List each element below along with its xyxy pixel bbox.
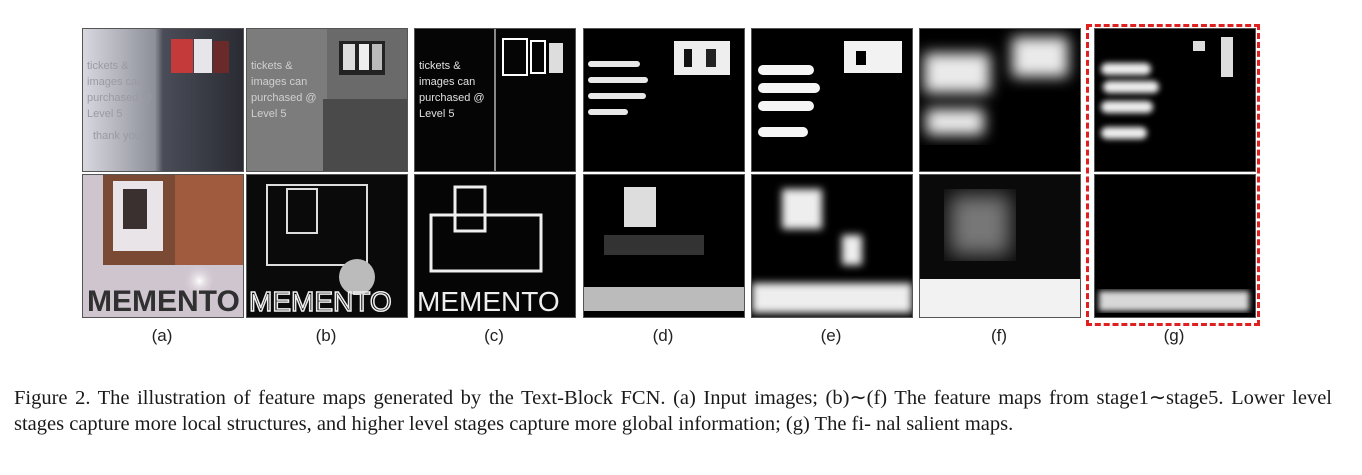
svg-text:Level 5: Level 5 bbox=[87, 108, 122, 120]
svg-text:purchased @: purchased @ bbox=[419, 92, 485, 104]
svg-text:images can: images can bbox=[419, 76, 475, 88]
label-a: (a) bbox=[151, 326, 173, 345]
svg-text:Level 5: Level 5 bbox=[419, 108, 454, 120]
svg-text:tickets &: tickets & bbox=[87, 60, 129, 72]
label-b: (b) bbox=[315, 326, 337, 345]
label-g: (g) bbox=[1163, 326, 1185, 345]
row2-stage5-map bbox=[919, 174, 1081, 318]
svg-text:MEMENTO: MEMENTO bbox=[417, 286, 560, 317]
row2-input-image: MEMENTO bbox=[82, 174, 244, 318]
row1-stage5-map bbox=[919, 28, 1081, 172]
svg-text:tickets &: tickets & bbox=[251, 60, 293, 72]
svg-text:MEMENTO: MEMENTO bbox=[249, 286, 392, 317]
row1-stage3-map bbox=[583, 28, 745, 172]
svg-text:purchased @: purchased @ bbox=[251, 92, 317, 104]
row2-stage2-map: MEMENTO bbox=[414, 174, 576, 318]
row2-salient-map bbox=[1094, 174, 1256, 318]
svg-text:Level 5: Level 5 bbox=[251, 108, 286, 120]
caption-line-2: stage1∼stage5. Lower level stages captur… bbox=[14, 387, 1333, 435]
row2-stage3-map bbox=[583, 174, 745, 318]
svg-text:thank you: thank you bbox=[93, 130, 141, 142]
svg-text:MEMENTO: MEMENTO bbox=[87, 285, 240, 317]
svg-text:images can: images can bbox=[251, 76, 307, 88]
svg-text:images can: images can bbox=[87, 76, 143, 88]
row1-input-image: tickets & images can purchased @ Level 5 tha… bbox=[82, 28, 244, 172]
svg-text:purchased @: purchased @ bbox=[87, 92, 153, 104]
label-d: (d) bbox=[652, 326, 674, 345]
salient-map-highlight-box bbox=[1086, 24, 1260, 326]
feature-map-figure: tickets & images can purchased @ Level 5 tha… bbox=[82, 24, 1260, 345]
row1-stage1-map: tickets & images can purchased @ Level 5 bbox=[246, 28, 408, 172]
row1-salient-map bbox=[1094, 28, 1256, 172]
svg-text:tickets &: tickets & bbox=[419, 60, 461, 72]
row2-stage1-map: MEMENTO bbox=[246, 174, 408, 318]
figure-caption: Figure 2. The illustration of feature ma… bbox=[14, 385, 1332, 437]
caption-line-3: nal salient maps. bbox=[876, 413, 1014, 435]
row1-stage4-map bbox=[751, 28, 913, 172]
label-c: (c) bbox=[484, 326, 504, 345]
row1-stage2-map: tickets & images can purchased @ Level 5 bbox=[414, 28, 576, 172]
label-e: (e) bbox=[820, 326, 842, 345]
caption-line-1: Figure 2. The illustration of feature ma… bbox=[14, 387, 1089, 409]
row2-stage4-map bbox=[751, 174, 913, 318]
label-f: (f) bbox=[990, 326, 1008, 345]
